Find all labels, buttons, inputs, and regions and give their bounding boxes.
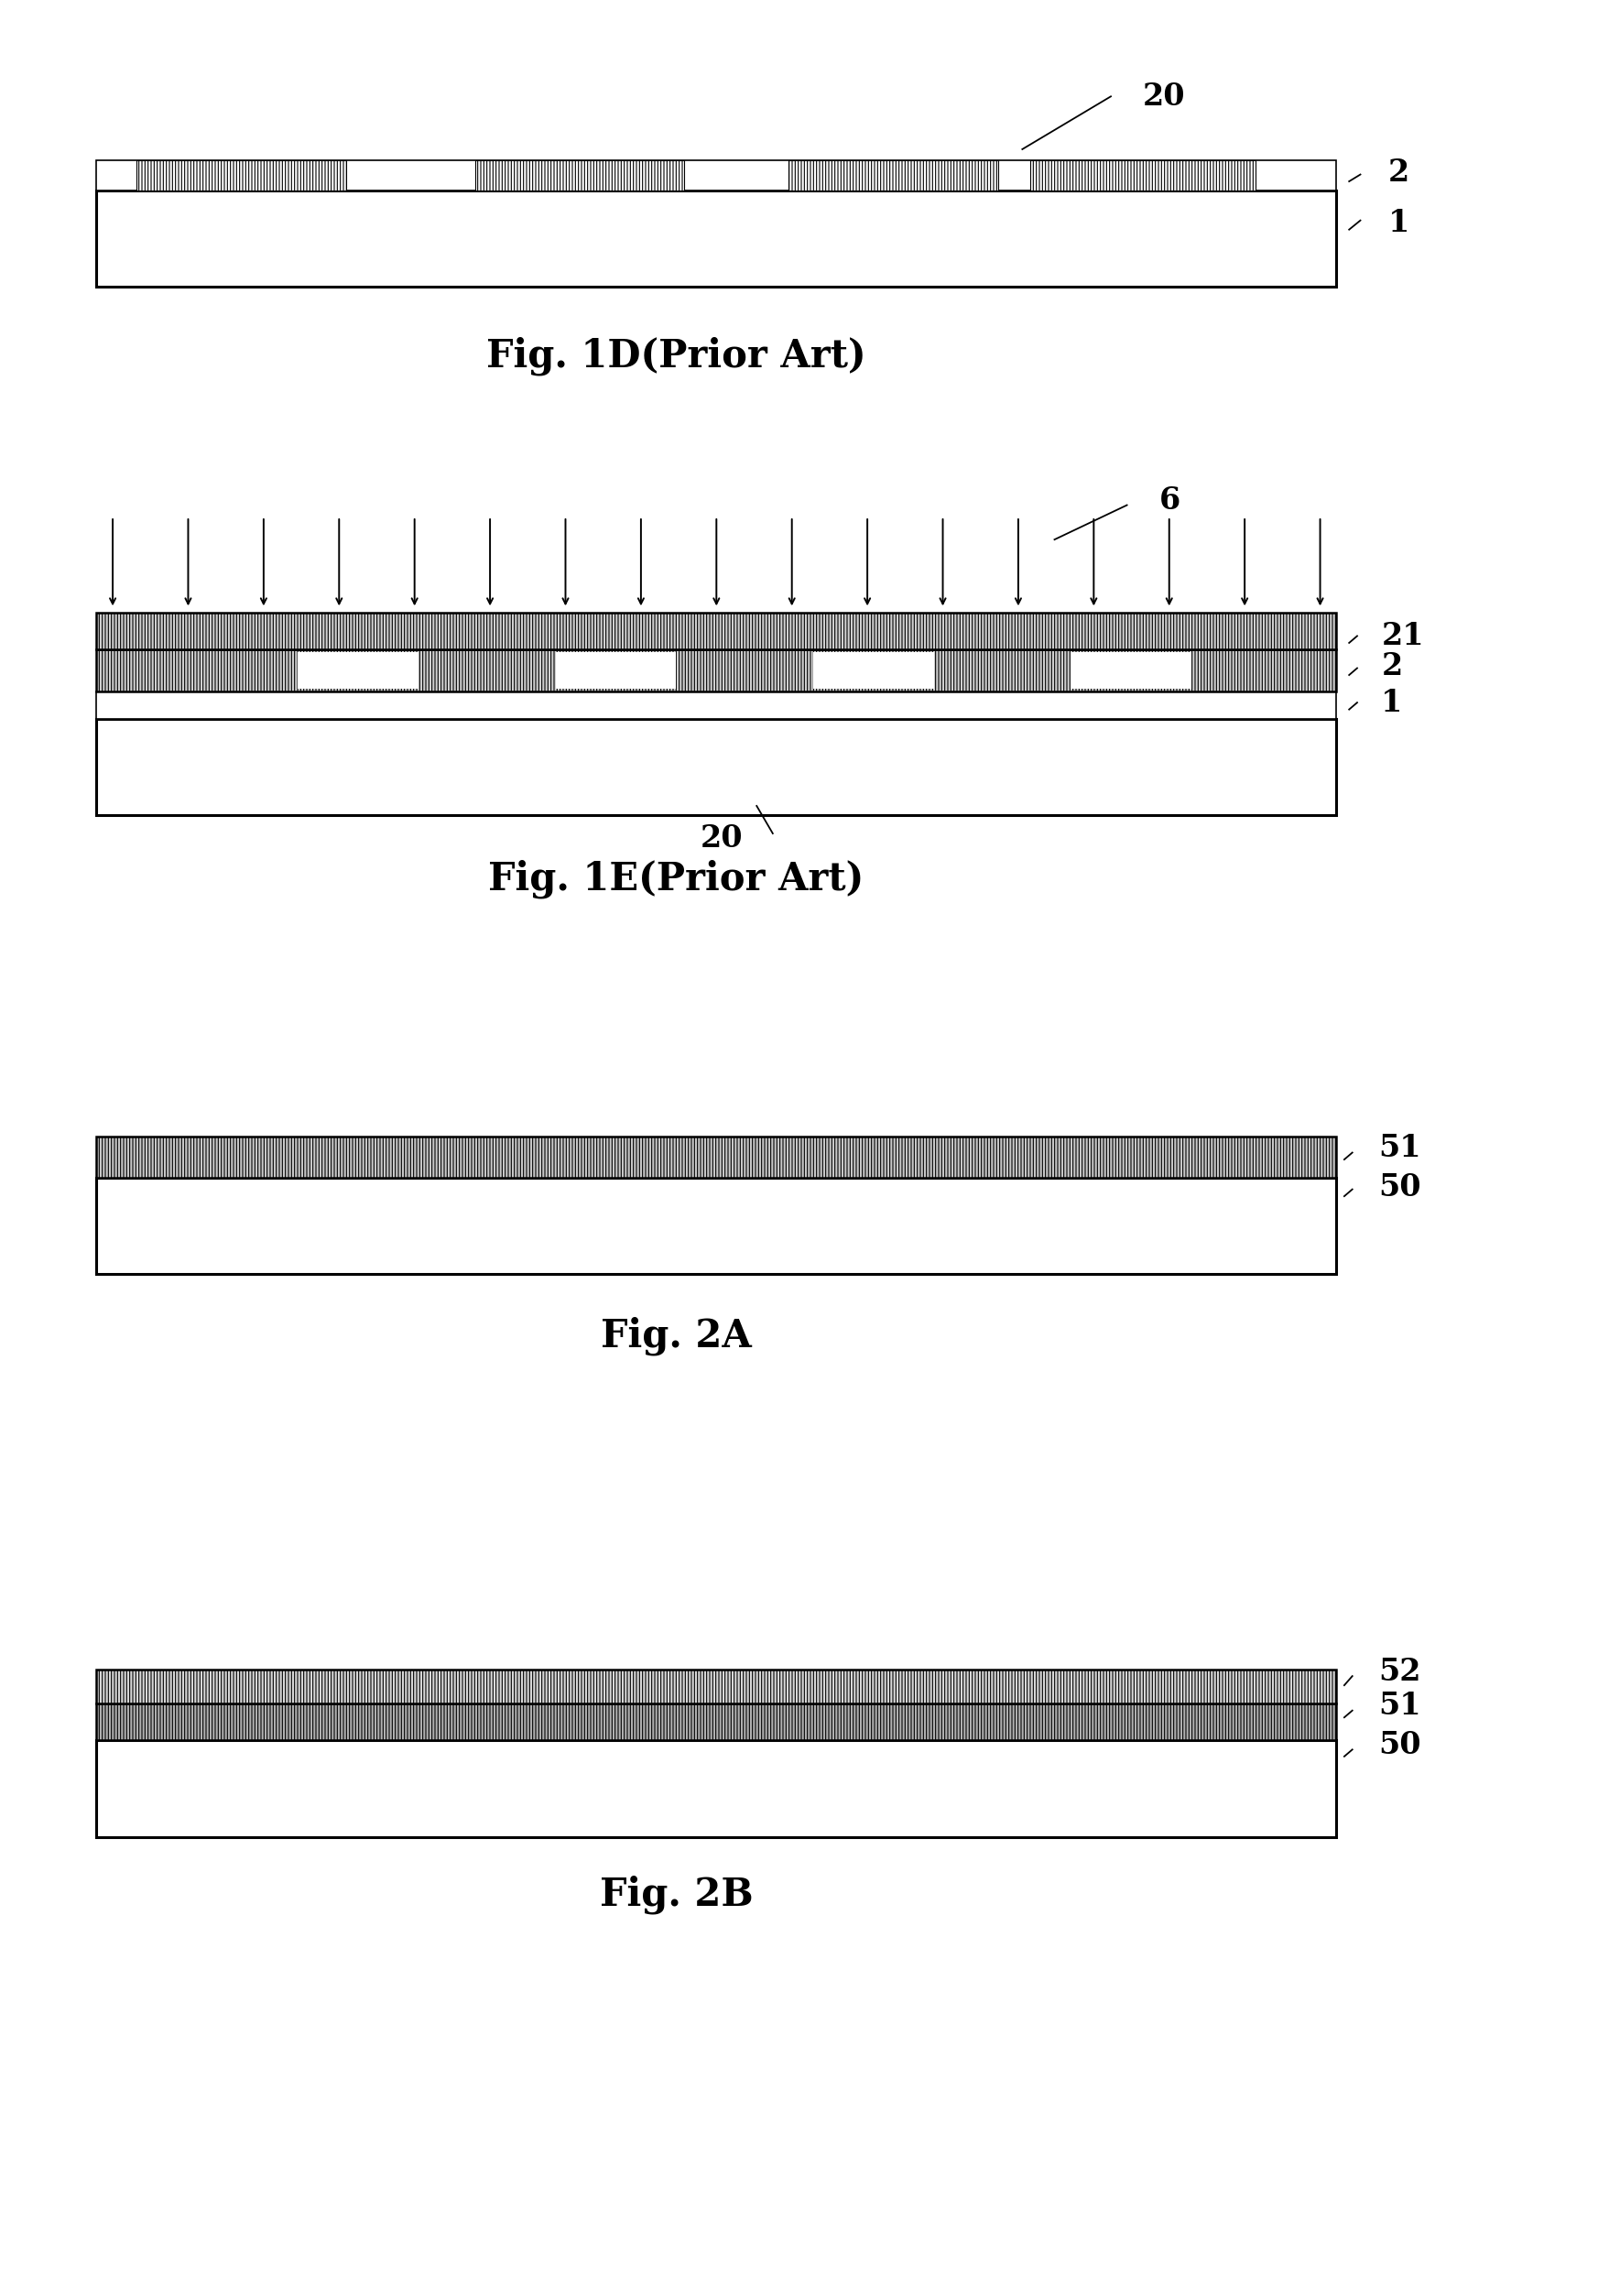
Bar: [97, 1704, 1335, 1740]
Bar: [1030, 161, 1255, 191]
Text: 52: 52: [1377, 1655, 1419, 1688]
Bar: [137, 161, 346, 191]
Text: 51: 51: [1377, 1690, 1421, 1722]
Bar: [97, 1137, 1335, 1178]
Bar: [298, 652, 418, 689]
Bar: [97, 650, 1335, 691]
Bar: [555, 652, 676, 689]
Text: Fig. 2A: Fig. 2A: [600, 1318, 751, 1355]
Bar: [97, 1669, 1335, 1704]
Bar: [97, 691, 1335, 719]
Text: 1: 1: [1381, 687, 1401, 719]
Text: 20: 20: [700, 822, 743, 854]
Text: 2: 2: [1387, 156, 1408, 188]
Bar: [97, 650, 1335, 691]
Bar: [97, 613, 1335, 650]
Bar: [97, 1740, 1335, 1837]
Text: 1: 1: [1387, 207, 1408, 239]
Text: 21: 21: [1381, 620, 1424, 652]
Text: 2: 2: [1381, 650, 1401, 682]
Bar: [813, 652, 933, 689]
Bar: [788, 161, 998, 191]
Text: 6: 6: [1158, 484, 1179, 517]
Bar: [97, 1704, 1335, 1740]
Text: Fig. 2B: Fig. 2B: [599, 1876, 753, 1913]
Bar: [97, 191, 1335, 287]
Bar: [97, 1178, 1335, 1274]
Bar: [1070, 652, 1191, 689]
Text: Fig. 1E(Prior Art): Fig. 1E(Prior Art): [488, 861, 864, 898]
Bar: [475, 161, 684, 191]
Text: 20: 20: [1142, 80, 1186, 113]
Text: Fig. 1D(Prior Art): Fig. 1D(Prior Art): [486, 338, 866, 374]
Bar: [475, 161, 684, 191]
Bar: [137, 161, 346, 191]
Bar: [97, 613, 1335, 650]
Text: 50: 50: [1377, 1729, 1421, 1761]
Bar: [97, 1669, 1335, 1704]
Bar: [1030, 161, 1255, 191]
Bar: [788, 161, 998, 191]
Bar: [97, 161, 1335, 191]
Text: 51: 51: [1377, 1132, 1421, 1164]
Text: 50: 50: [1377, 1171, 1421, 1203]
Bar: [97, 1137, 1335, 1178]
Bar: [97, 719, 1335, 815]
